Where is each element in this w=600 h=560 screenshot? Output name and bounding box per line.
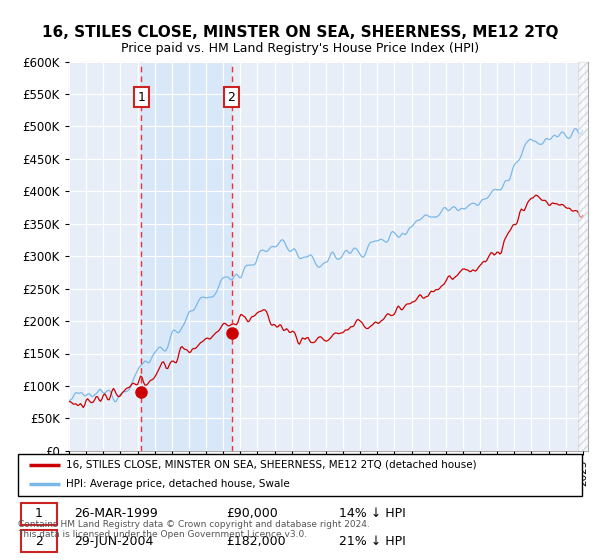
- Text: 1: 1: [35, 507, 43, 520]
- Text: 2: 2: [227, 91, 235, 104]
- Bar: [142, 62, 232, 451]
- Text: Contains HM Land Registry data © Crown copyright and database right 2024.: Contains HM Land Registry data © Crown c…: [18, 520, 370, 529]
- Text: 29-JUN-2004: 29-JUN-2004: [74, 535, 154, 548]
- Text: 14% ↓ HPI: 14% ↓ HPI: [340, 507, 406, 520]
- Text: 16, STILES CLOSE, MINSTER ON SEA, SHEERNESS, ME12 2TQ (detached house): 16, STILES CLOSE, MINSTER ON SEA, SHEERN…: [66, 460, 476, 470]
- Text: 1: 1: [137, 91, 145, 104]
- Text: 2: 2: [35, 535, 43, 548]
- Bar: [21, 530, 58, 553]
- Text: 21% ↓ HPI: 21% ↓ HPI: [340, 535, 406, 548]
- Text: £90,000: £90,000: [227, 507, 278, 520]
- Text: This data is licensed under the Open Government Licence v3.0.: This data is licensed under the Open Gov…: [18, 530, 307, 539]
- Text: Price paid vs. HM Land Registry's House Price Index (HPI): Price paid vs. HM Land Registry's House …: [121, 42, 479, 55]
- Bar: [578, 62, 588, 451]
- Text: £182,000: £182,000: [227, 535, 286, 548]
- Text: HPI: Average price, detached house, Swale: HPI: Average price, detached house, Swal…: [66, 479, 290, 489]
- Text: 16, STILES CLOSE, MINSTER ON SEA, SHEERNESS, ME12 2TQ: 16, STILES CLOSE, MINSTER ON SEA, SHEERN…: [42, 25, 558, 40]
- Text: 26-MAR-1999: 26-MAR-1999: [74, 507, 158, 520]
- Bar: [21, 502, 58, 525]
